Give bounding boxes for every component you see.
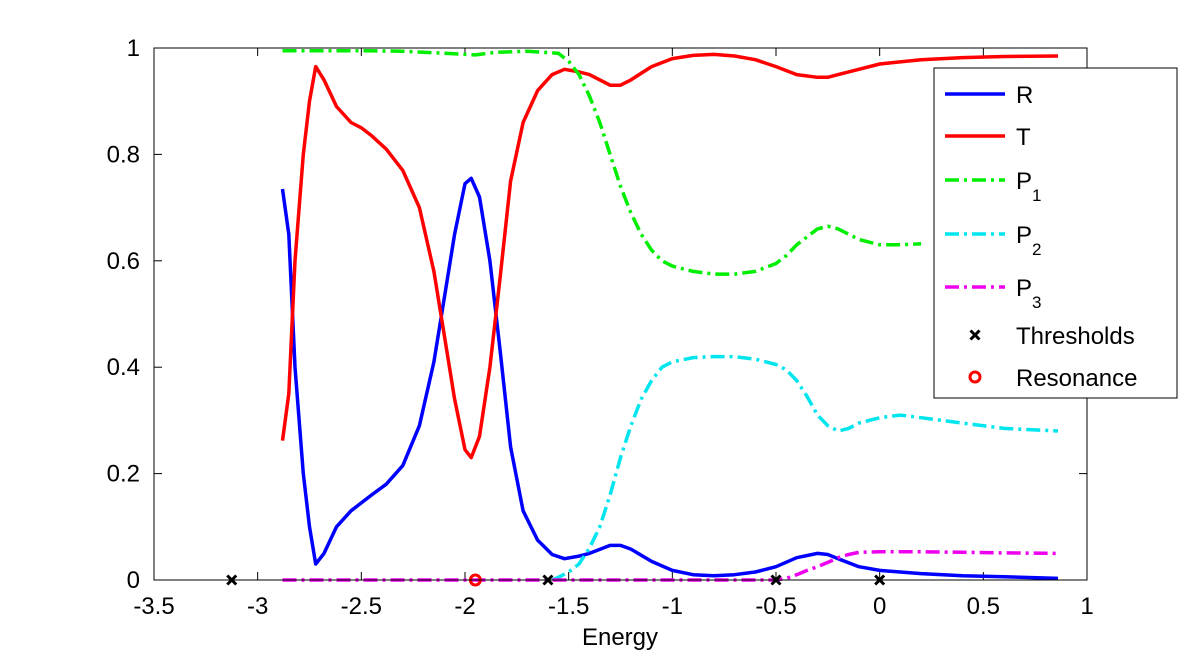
series-line-p1: [282, 48, 922, 276]
y-tick-label: 0.2: [107, 461, 140, 488]
x-tick-label: -2: [454, 593, 475, 620]
plot-area: [154, 48, 1087, 580]
legend-label-main: P: [1016, 275, 1032, 302]
legend-label-t: T: [1016, 124, 1031, 151]
legend-label-p2: P2: [1016, 222, 1041, 259]
y-tick-label: 0.6: [107, 248, 140, 275]
series-line-r: [280, 176, 1059, 581]
legend-label-resonance: Resonance: [1016, 365, 1137, 392]
legend-threshold-marker: [969, 329, 981, 341]
series-line-t: [280, 52, 1059, 460]
x-axis: -3.5 -3 -2.5 -2 -1.5 -1 -0.5 0 0.5 1: [133, 48, 1094, 620]
series-line-p2: [551, 354, 1059, 582]
legend-label-r: R: [1016, 82, 1033, 109]
legend-label-p1: P1: [1016, 168, 1041, 205]
x-tick-label: -3: [247, 593, 268, 620]
legend-label-p3: P3: [1016, 275, 1041, 312]
x-tick-label: 0: [873, 593, 886, 620]
legend-label-main: P: [1016, 222, 1032, 249]
series-group: [280, 48, 1059, 582]
x-tick-label: -3.5: [133, 593, 174, 620]
y-tick-label: 1: [127, 35, 140, 62]
x-tick-label: 0.5: [967, 593, 1000, 620]
legend-label-main: R: [1016, 82, 1033, 109]
y-tick-label: 0.4: [107, 354, 140, 381]
legend-label-sub: 1: [1032, 186, 1041, 205]
x-tick-label: -2.5: [341, 593, 382, 620]
legend-label-sub: 2: [1032, 240, 1041, 259]
legend-label-main: P: [1016, 168, 1032, 195]
legend-label-main: T: [1016, 124, 1031, 151]
y-tick-label: 0: [127, 567, 140, 594]
legend-label-thresholds: Thresholds: [1016, 323, 1135, 350]
x-tick-label: -1: [662, 593, 683, 620]
x-tick-label: -1.5: [548, 593, 589, 620]
x-tick-label: -0.5: [755, 593, 796, 620]
x-axis-title: Energy: [582, 624, 658, 651]
y-tick-label: 0.8: [107, 141, 140, 168]
legend-resonance-marker: [968, 370, 982, 384]
x-tick-label: 1: [1080, 593, 1093, 620]
legend-label-sub: 3: [1032, 293, 1041, 312]
